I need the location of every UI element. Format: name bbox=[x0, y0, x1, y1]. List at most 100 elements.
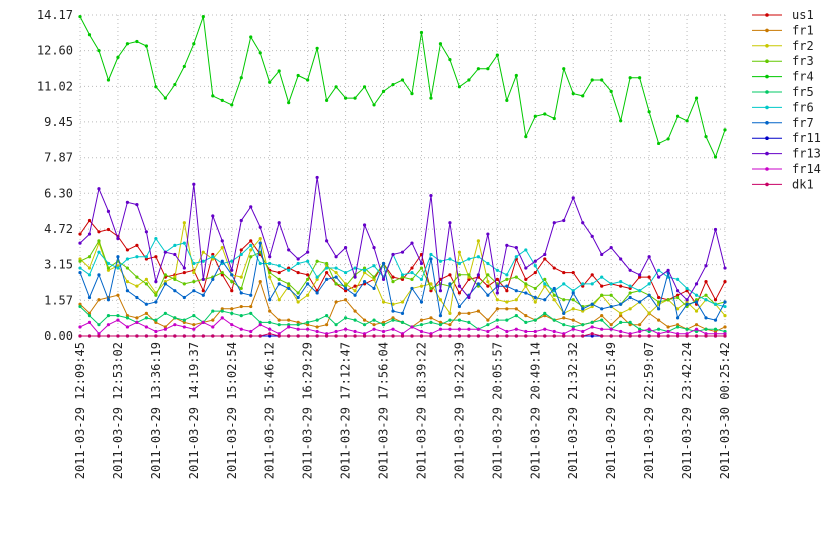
data-point bbox=[448, 334, 452, 338]
data-point bbox=[675, 293, 680, 297]
data-point bbox=[87, 320, 92, 325]
data-point bbox=[372, 277, 376, 281]
data-point bbox=[713, 334, 718, 338]
data-point bbox=[619, 311, 623, 315]
data-point bbox=[230, 280, 234, 284]
data-point bbox=[694, 293, 699, 297]
data-point bbox=[97, 332, 101, 336]
data-point bbox=[571, 289, 575, 293]
legend-marker bbox=[765, 74, 769, 79]
data-point bbox=[353, 275, 357, 279]
data-point bbox=[135, 316, 139, 320]
legend-label: fr1 bbox=[792, 23, 814, 37]
data-point bbox=[638, 289, 642, 293]
data-point bbox=[628, 284, 632, 288]
data-point bbox=[353, 284, 357, 288]
data-point bbox=[713, 298, 718, 302]
data-point bbox=[581, 309, 585, 313]
data-point bbox=[571, 318, 575, 322]
data-point bbox=[571, 325, 575, 329]
data-point bbox=[438, 259, 443, 263]
data-point bbox=[173, 277, 177, 281]
data-point bbox=[268, 327, 272, 331]
x-tick-label: 2011-03-29 22:59:07 bbox=[642, 342, 656, 479]
data-point bbox=[239, 291, 243, 295]
legend-marker bbox=[765, 28, 769, 33]
data-point bbox=[268, 309, 272, 313]
data-point bbox=[467, 295, 471, 300]
data-point bbox=[211, 257, 215, 261]
data-point bbox=[524, 334, 528, 338]
data-point bbox=[239, 252, 243, 257]
data-point bbox=[704, 135, 708, 139]
data-point bbox=[609, 246, 613, 250]
data-point bbox=[590, 320, 594, 325]
data-point bbox=[220, 246, 224, 250]
data-point bbox=[486, 280, 490, 284]
data-point bbox=[419, 277, 424, 281]
data-point bbox=[524, 248, 528, 252]
data-point bbox=[182, 282, 186, 286]
data-point bbox=[258, 280, 262, 284]
data-point bbox=[97, 239, 101, 243]
data-point bbox=[334, 85, 338, 89]
data-point bbox=[723, 329, 727, 334]
data-point bbox=[723, 304, 727, 309]
data-point bbox=[125, 257, 130, 261]
data-point bbox=[287, 268, 291, 272]
data-point bbox=[600, 334, 604, 338]
data-point bbox=[258, 241, 262, 245]
data-point bbox=[628, 332, 632, 336]
x-tick-label: 2011-03-29 19:22:39 bbox=[452, 342, 466, 479]
data-point bbox=[249, 304, 253, 309]
data-point bbox=[675, 307, 680, 311]
data-point bbox=[381, 320, 386, 325]
data-point bbox=[581, 307, 585, 311]
data-point bbox=[372, 275, 376, 279]
data-point bbox=[87, 33, 92, 37]
data-point bbox=[533, 295, 537, 300]
data-point bbox=[192, 270, 196, 275]
data-point bbox=[467, 311, 471, 315]
data-point bbox=[400, 273, 405, 277]
data-point bbox=[220, 259, 224, 263]
data-point bbox=[600, 314, 604, 318]
data-point bbox=[438, 289, 443, 293]
data-point bbox=[78, 304, 82, 309]
data-point bbox=[694, 96, 699, 100]
data-point bbox=[467, 327, 471, 331]
data-point bbox=[230, 289, 234, 293]
data-point bbox=[562, 323, 566, 327]
data-point bbox=[675, 325, 680, 329]
data-point bbox=[505, 289, 509, 293]
data-point bbox=[230, 323, 234, 327]
data-point bbox=[495, 53, 499, 57]
data-point bbox=[97, 230, 101, 234]
data-point bbox=[277, 334, 281, 338]
data-point bbox=[675, 334, 680, 338]
data-point bbox=[249, 255, 253, 259]
data-point bbox=[457, 327, 462, 331]
data-point bbox=[694, 334, 699, 338]
data-point bbox=[457, 261, 462, 266]
data-point bbox=[154, 334, 158, 338]
data-point bbox=[97, 334, 101, 338]
data-point bbox=[277, 318, 281, 322]
data-point bbox=[505, 98, 509, 103]
data-point bbox=[296, 270, 300, 275]
data-point bbox=[647, 334, 651, 338]
data-point bbox=[220, 98, 224, 103]
legend-label: fr4 bbox=[792, 70, 814, 84]
data-point bbox=[400, 250, 405, 254]
data-point bbox=[192, 334, 196, 338]
data-point bbox=[87, 314, 92, 318]
data-point bbox=[220, 273, 224, 277]
data-point bbox=[230, 311, 234, 315]
data-point bbox=[296, 320, 300, 325]
data-point bbox=[182, 325, 186, 329]
data-point bbox=[438, 298, 443, 302]
data-point bbox=[97, 298, 101, 302]
data-point bbox=[125, 266, 130, 270]
data-point bbox=[87, 218, 92, 223]
data-point bbox=[429, 334, 433, 338]
